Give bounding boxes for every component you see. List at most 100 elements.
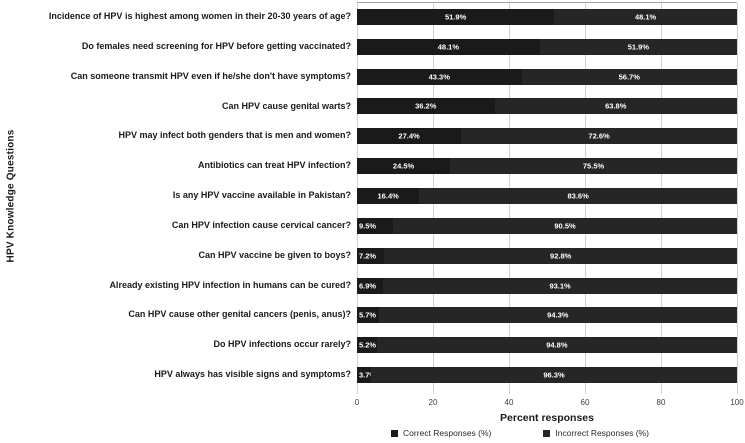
chart-row: Antibiotics can treat HPV infection? 24.5… (0, 151, 737, 181)
value-label: 5.2% (359, 340, 377, 350)
bar-correct-segment: 3.7% (357, 367, 376, 384)
bar-incorrect-segment: 94.3% (378, 307, 737, 324)
x-axis-ticks: 0 20 40 60 80 100 (354, 398, 744, 410)
value-label: 94.3% (547, 310, 569, 320)
bar-track: 6.9% 93.1% (357, 277, 737, 294)
chart-row: Is any HPV vaccine available in Pakistan… (0, 181, 737, 211)
value-label: 3.7% (359, 370, 377, 380)
bar-incorrect-segment: 94.8% (376, 337, 737, 354)
chart-row: HPV may infect both genders that is men … (0, 121, 737, 151)
chart-row: HPV always has visible signs and symptom… (0, 360, 737, 390)
bar-track: 9.5% 90.5% (357, 217, 737, 234)
value-label: 7.2% (359, 251, 377, 261)
gridline-100 (737, 3, 738, 394)
bar-track: 7.2% 92.8% (357, 247, 737, 264)
x-tick-label: 60 (580, 398, 590, 407)
question-label: Can HPV infection cause cervical cancer? (171, 219, 351, 230)
bar-correct-segment: 16.4% (357, 187, 420, 204)
bar-correct-segment: 36.2% (357, 98, 495, 115)
bar-incorrect-segment: 93.1% (383, 277, 737, 294)
bar-incorrect-segment: 63.8% (494, 98, 737, 115)
question-label: Can someone transmit HPV even if he/she … (70, 70, 351, 81)
x-tick-label: 20 (428, 398, 438, 407)
value-label: 56.7% (618, 72, 640, 82)
chart-row: Can someone transmit HPV even if he/she … (0, 62, 737, 92)
bar-track: 3.7% 96.3% (357, 367, 737, 384)
bar-correct-segment: 7.2% (357, 247, 385, 264)
bar-track: 24.5% 75.5% (357, 158, 737, 175)
bar-correct-segment: 24.5% (357, 158, 451, 175)
chart-row: Can HPV infection cause cervical cancer?… (0, 211, 737, 241)
value-label: 48.1% (437, 42, 460, 52)
bar-correct-segment: 5.7% (357, 307, 379, 324)
chart-row: Can HPV vaccine be given to boys? 7.2% 92.… (0, 241, 737, 271)
value-label: 92.8% (550, 251, 572, 261)
bar-incorrect-segment: 90.5% (393, 217, 737, 234)
question-label: Do females need screening for HPV before… (81, 40, 351, 51)
bar-incorrect-segment: 75.5% (450, 158, 737, 175)
question-label: Do HPV infections occur rarely? (213, 339, 351, 350)
value-label: 24.5% (392, 161, 415, 171)
bar-rows-container: Incidence of HPV is highest among women … (0, 2, 737, 390)
legend-label: Correct Responses (%) (403, 428, 492, 438)
value-label: 27.4% (398, 131, 420, 141)
bar-incorrect-segment: 96.3% (371, 367, 737, 384)
bar-correct-segment: 5.2% (357, 337, 377, 354)
x-tick-label: 100 (730, 398, 744, 407)
bar-track: 51.9% 48.1% (357, 8, 737, 25)
question-label: Can HPV cause genital warts? (221, 100, 351, 111)
bar-track: 43.3% 56.7% (357, 68, 737, 85)
value-label: 83.6% (567, 191, 589, 201)
question-label: Antibiotics can treat HPV infection? (197, 160, 351, 171)
chart-row: Incidence of HPV is highest among women … (0, 2, 737, 32)
chart-row: Can HPV cause other genital cancers (pen… (0, 300, 737, 330)
bar-correct-segment: 43.3% (357, 68, 522, 85)
x-tick-label: 80 (656, 398, 666, 407)
value-label: 72.6% (588, 131, 610, 141)
x-axis-label: Percent responses (500, 412, 594, 424)
bar-track: 5.7% 94.3% (357, 307, 737, 324)
bar-track: 36.2% 63.8% (357, 98, 737, 115)
x-tick-label: 0 (354, 398, 360, 407)
bar-correct-segment: 9.5% (357, 217, 394, 234)
value-label: 16.4% (377, 191, 399, 201)
question-label: Already existing HPV infection in humans… (109, 279, 351, 290)
legend-swatch-icon (543, 429, 551, 437)
bar-incorrect-segment: 48.1% (554, 8, 737, 25)
legend-swatch-icon (391, 429, 399, 437)
value-label: 51.9% (444, 12, 467, 22)
question-label: HPV may infect both genders that is men … (118, 130, 351, 141)
value-label: 9.5% (359, 221, 377, 231)
bar-correct-segment: 27.4% (357, 128, 462, 145)
chart-row: Do females need screening for HPV before… (0, 32, 737, 62)
bar-incorrect-segment: 92.8% (384, 247, 737, 264)
question-label: Can HPV vaccine be given to boys? (198, 249, 351, 260)
value-label: 75.5% (582, 161, 605, 171)
value-label: 43.3% (428, 72, 450, 82)
bar-track: 16.4% 83.6% (357, 187, 737, 204)
bar-track: 5.2% 94.8% (357, 337, 737, 354)
chart-legend: Correct Responses (%) Incorrect Responses… (300, 428, 740, 438)
value-label: 6.9% (359, 281, 377, 291)
bar-correct-segment: 48.1% (357, 38, 540, 55)
bar-track: 48.1% 51.9% (357, 38, 737, 55)
bar-incorrect-segment: 51.9% (539, 38, 737, 55)
value-label: 90.5% (554, 221, 576, 231)
value-label: 93.1% (549, 281, 571, 291)
chart-row: Can HPV cause genital warts? 36.2% 63.8% (0, 92, 737, 122)
value-label: 63.8% (605, 101, 627, 111)
chart-row: Do HPV infections occur rarely? 5.2% 94.8% (0, 330, 737, 360)
value-label: 48.1% (634, 12, 657, 22)
bar-incorrect-segment: 83.6% (419, 187, 737, 204)
bar-incorrect-segment: 56.7% (521, 68, 737, 85)
legend-item: Incorrect Responses (%) (543, 428, 649, 438)
question-label: Is any HPV vaccine available in Pakistan… (172, 190, 351, 201)
chart-row: Already existing HPV infection in humans… (0, 271, 737, 301)
value-label: 5.7% (359, 310, 377, 320)
bar-correct-segment: 6.9% (357, 277, 384, 294)
value-label: 96.3% (543, 370, 565, 380)
bar-correct-segment: 51.9% (357, 8, 555, 25)
x-tick-label: 40 (504, 398, 514, 407)
question-label: Incidence of HPV is highest among women … (48, 10, 351, 21)
value-label: 94.8% (546, 340, 568, 350)
